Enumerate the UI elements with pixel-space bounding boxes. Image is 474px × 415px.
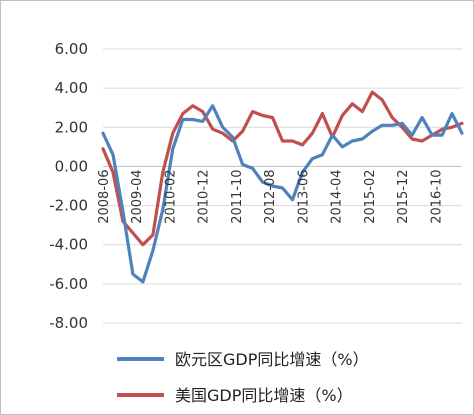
x-tick-label: 2016-10 — [429, 169, 444, 223]
legend: 欧元区GDP同比增速（%） 美国GDP同比增速（%） — [117, 350, 369, 405]
x-tick-label: 2012-08 — [263, 169, 278, 223]
x-tick-label: 2010-12 — [197, 169, 212, 223]
x-tick-label: 2009-04 — [130, 169, 145, 223]
y-tick-label: 2.00 — [55, 118, 88, 136]
series-line-1 — [101, 90, 464, 247]
series-line-0 — [101, 104, 464, 284]
series-lines — [101, 90, 464, 284]
x-tick-label: 2015-02 — [363, 169, 378, 223]
legend-label: 美国GDP同比增速（%） — [175, 386, 353, 405]
y-tick-label: 6.00 — [55, 40, 88, 58]
x-tick-label: 2013-06 — [296, 169, 311, 223]
y-tick-label: 4.00 — [55, 79, 88, 97]
y-tick-label: -6.00 — [49, 275, 88, 293]
y-axis-ticks: 6.00 4.00 2.00 0.00 -2.00 -4.00 -6.00 -8.00 — [49, 40, 88, 332]
x-tick-label: 2015-12 — [396, 169, 411, 223]
x-tick-label: 2008-06 — [97, 169, 112, 223]
x-axis-ticks: 2008-06 2009-04 2010-02 2010-12 2011-10 2012-… — [97, 169, 444, 223]
legend-label: 欧元区GDP同比增速（%） — [175, 350, 369, 369]
y-tick-label: 0.00 — [55, 157, 88, 175]
x-tick-label: 2014-04 — [330, 169, 345, 223]
y-tick-label: -4.00 — [49, 236, 88, 254]
x-tick-label: 2010-02 — [164, 169, 179, 223]
y-tick-label: -2.00 — [49, 197, 88, 215]
y-tick-label: -8.00 — [49, 314, 88, 332]
x-tick-label: 2011-10 — [230, 169, 245, 223]
